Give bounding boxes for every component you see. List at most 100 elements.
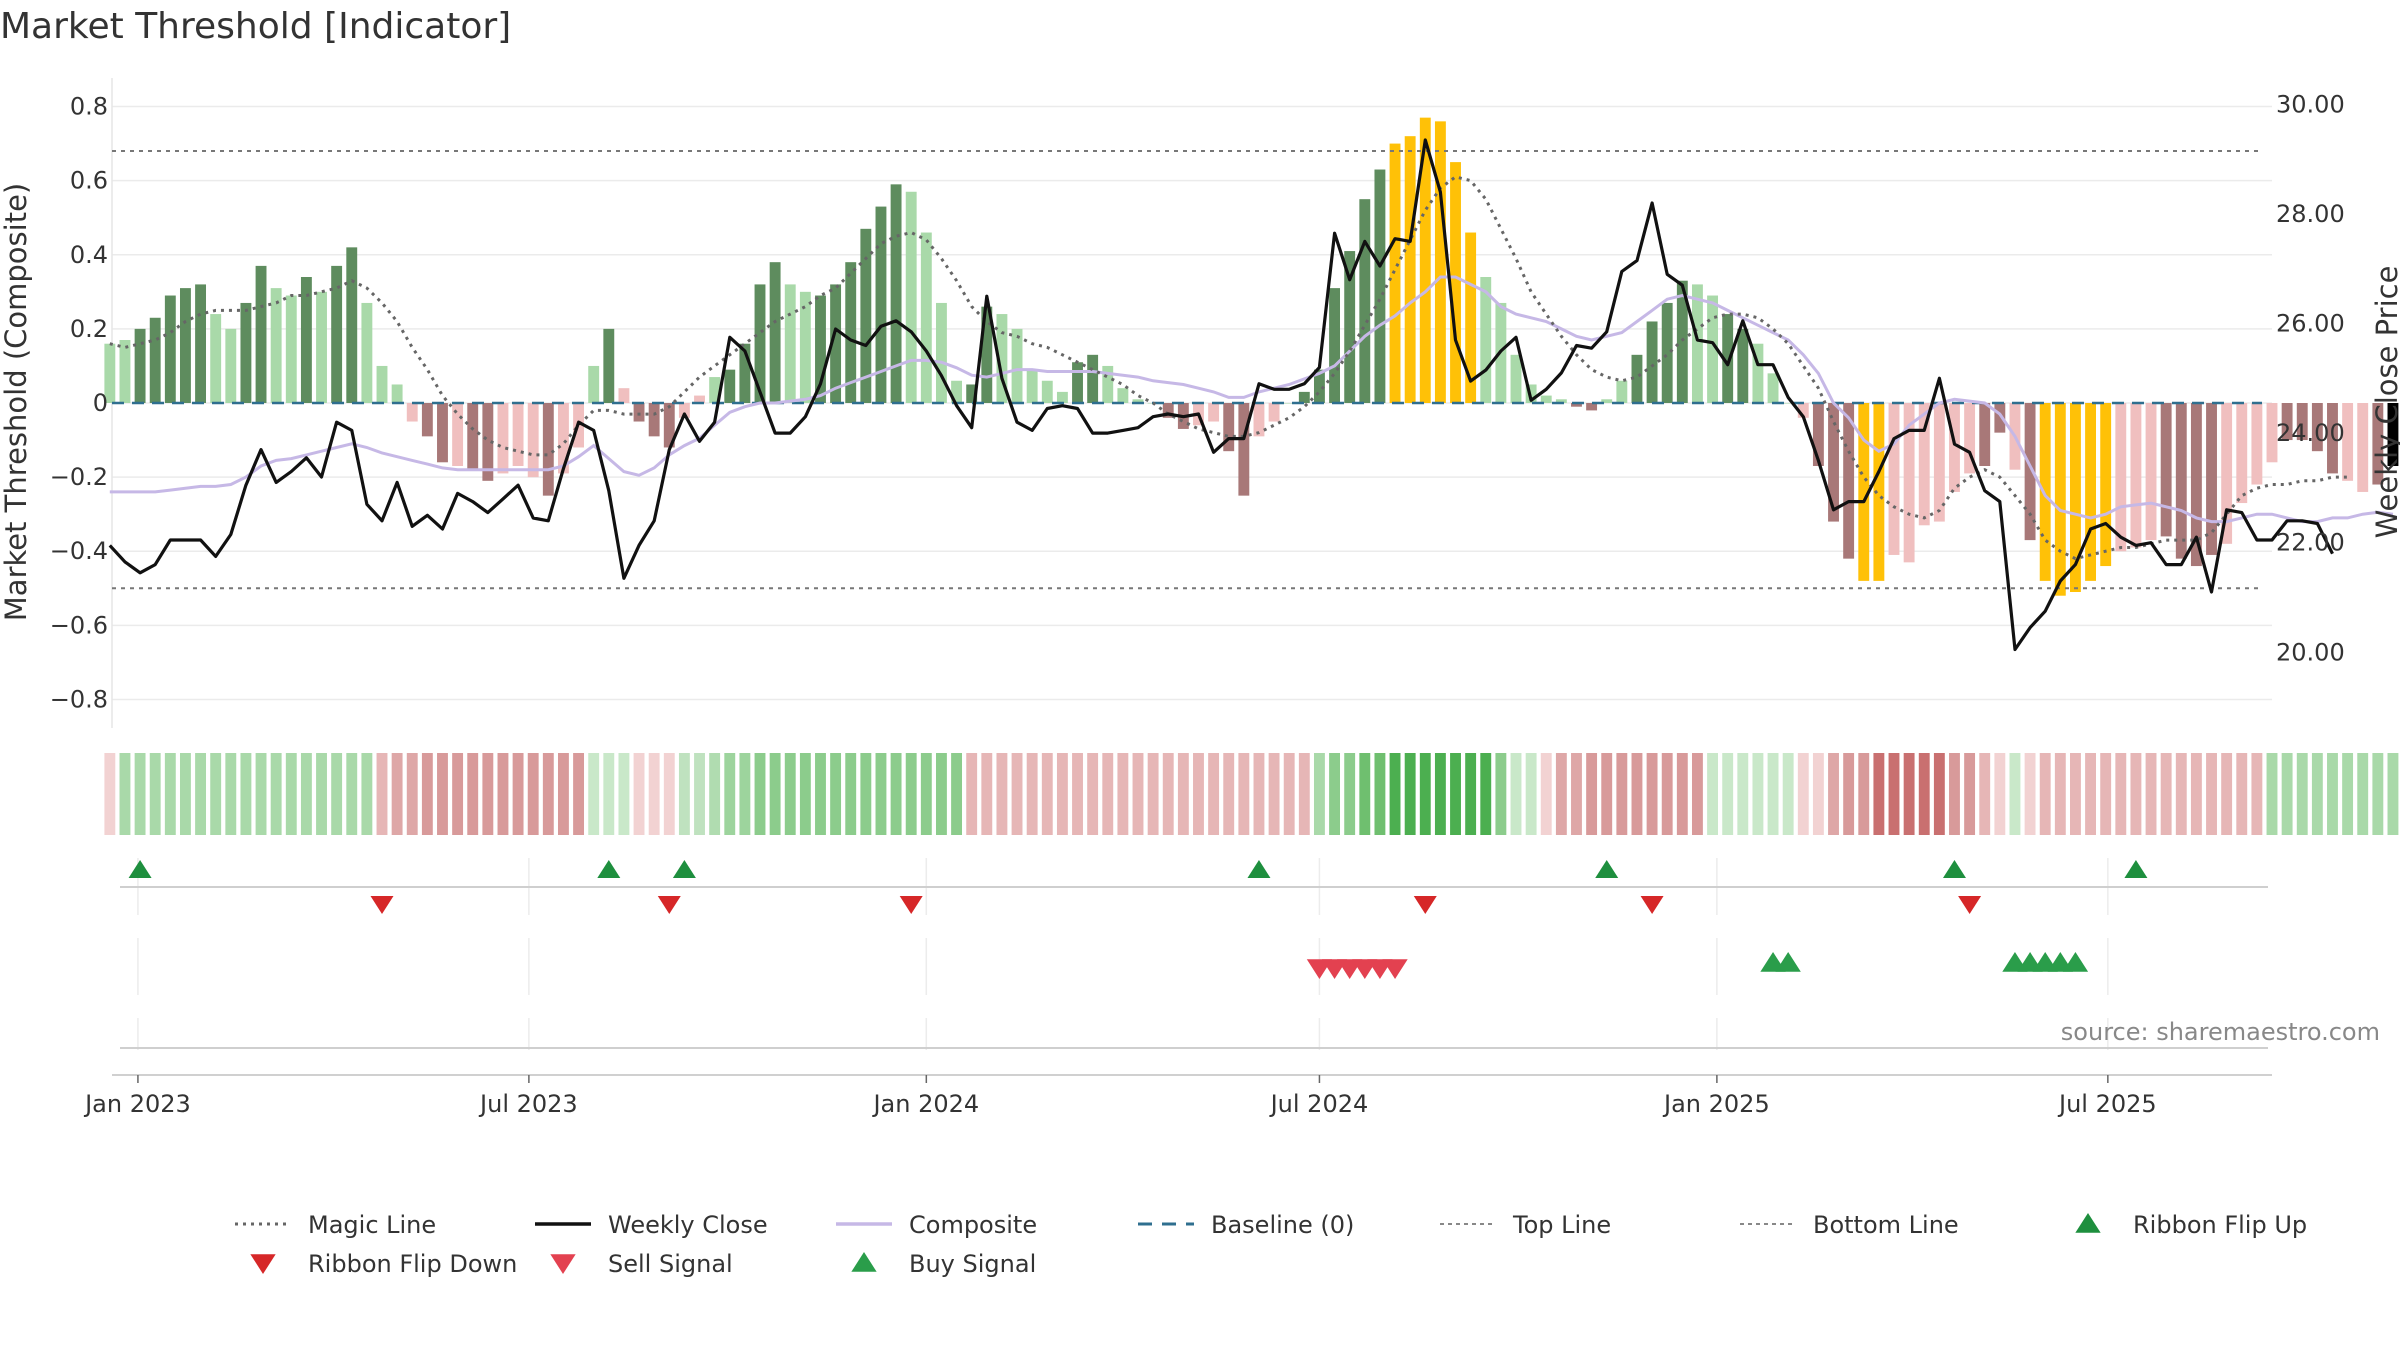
ribbon-cell (1525, 753, 1537, 835)
composite-bar (1026, 369, 1038, 403)
composite-bars (104, 117, 2399, 596)
ribbon-cell (1888, 753, 1900, 835)
x-tick-label: Jan 2025 (1662, 1090, 1770, 1118)
ribbon-cell (830, 753, 842, 835)
legend-label: Composite (909, 1211, 1037, 1239)
composite-bar (1555, 399, 1567, 403)
legend: Magic Line Weekly Close Composite Baseline … (235, 1211, 2307, 1278)
ribbon-cell (920, 753, 932, 835)
legend-item: Bottom Line (1740, 1211, 1959, 1239)
ribbon-cell (300, 753, 312, 835)
ribbon-cell (769, 753, 781, 835)
composite-bar (678, 403, 690, 418)
legend-swatch (851, 1252, 877, 1272)
composite-bar (1737, 328, 1749, 403)
ribbon-cell (2175, 753, 2187, 835)
ribbon-cell (1359, 753, 1371, 835)
composite-bar (300, 277, 312, 403)
legend-label: Sell Signal (608, 1250, 733, 1278)
ribbon-cell (1752, 753, 1764, 835)
ribbon-cell (815, 753, 826, 835)
y2-tick-label: 26.00 (2276, 310, 2345, 338)
ribbon-cell (2190, 753, 2202, 835)
ribbon-cell (2039, 753, 2051, 835)
composite-bar (179, 288, 191, 403)
composite-bar (1374, 169, 1386, 403)
composite-bar (1661, 302, 1673, 403)
composite-bar (754, 284, 766, 403)
ribbon-cell (648, 753, 660, 835)
composite-bar (2327, 403, 2338, 474)
ribbon-cell (694, 753, 705, 835)
composite-bar (1571, 403, 1582, 407)
composite-bar (1283, 403, 1295, 404)
ribbon-cell (195, 753, 207, 835)
composite-bar (2024, 403, 2036, 541)
ribbon-cell (2266, 753, 2278, 835)
composite-bar (527, 403, 539, 478)
legend-item: Weekly Close (535, 1211, 768, 1239)
ribbon-cell (1480, 753, 1492, 835)
composite-bar (1268, 403, 1280, 422)
composite-bar (2069, 403, 2081, 592)
composite-bar (890, 184, 902, 403)
composite-bar (1359, 199, 1371, 403)
legend-item: Composite (836, 1211, 1037, 1239)
ribbon-cell (2236, 753, 2248, 835)
composite-bar (815, 295, 826, 403)
ribbon-cell (1616, 753, 1628, 835)
ribbon-cell (678, 753, 690, 835)
composite-bar (346, 247, 358, 403)
ribbon-cell (996, 753, 1008, 835)
legend-label: Baseline (0) (1211, 1211, 1354, 1239)
composite-bar (1132, 399, 1144, 403)
ribbon-cell (1858, 753, 1870, 835)
ribbon-cell (1782, 753, 1794, 835)
ribbon-cell (1555, 753, 1567, 835)
ribbon-cell (1465, 753, 1477, 835)
sell-signal-marker (1382, 959, 1408, 979)
legend-swatch (550, 1254, 576, 1274)
composite-bar (981, 306, 993, 403)
composite-bar (1752, 343, 1764, 403)
ribbon-cell (1964, 753, 1976, 835)
composite-bar (2387, 403, 2399, 466)
composite-bar (1313, 369, 1325, 403)
composite-bar (1540, 395, 1552, 403)
composite-bar (2266, 403, 2278, 463)
composite-bar (1722, 314, 1734, 403)
ribbon-cell (527, 753, 539, 835)
composite-bar (270, 288, 282, 403)
composite-bar (845, 262, 857, 403)
composite-bar (709, 377, 721, 403)
composite-bar (452, 403, 464, 466)
ribbon-cell (557, 753, 569, 835)
ribbon-cell (2251, 753, 2263, 835)
ribbon-cell (421, 753, 433, 835)
composite-bar (2054, 403, 2066, 596)
y-tick-label: −0.6 (50, 611, 108, 639)
composite-bar (225, 328, 237, 403)
ribbon-cell (2009, 753, 2021, 835)
composite-bar (1419, 117, 1431, 403)
composite-bar (2160, 403, 2172, 537)
ribbon-cell (1450, 753, 1461, 835)
composite-bar (1797, 403, 1809, 418)
buy-signal-marker (1775, 952, 1801, 972)
ribbon-cell (1253, 753, 1265, 835)
y-axis-left: 0.8 0.6 0.4 0.2 0 −0.2 −0.4 −0.6 −0.8 (50, 93, 108, 714)
composite-bar (331, 265, 343, 403)
composite-bar (437, 403, 448, 463)
x-tick-label: Jul 2023 (478, 1090, 578, 1118)
source-label: source: sharemaestro.com (2061, 1018, 2380, 1046)
composite-bar (482, 403, 494, 481)
ribbon-cell (452, 753, 464, 835)
composite-bar (1691, 284, 1703, 403)
legend-swatch (250, 1254, 276, 1274)
composite-bar (769, 262, 781, 403)
ribbon-cell (1298, 753, 1310, 835)
ribbon-cell (1011, 753, 1023, 835)
x-axis: Jan 2023 Jul 2023 Jan 2024 Jul 2024 Jan 2025… (83, 1074, 2272, 1118)
y2-tick-label: 20.00 (2276, 638, 2345, 666)
ribbon-cell (104, 753, 116, 835)
